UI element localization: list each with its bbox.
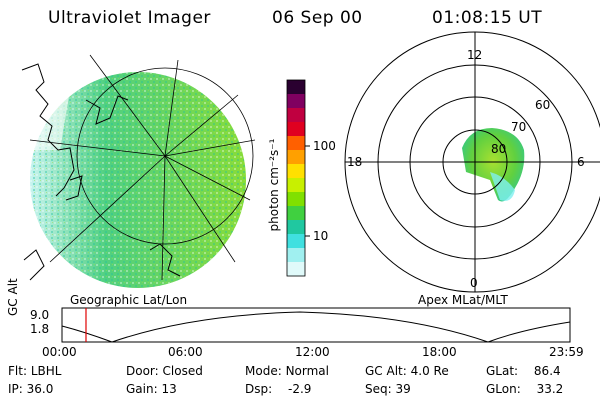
colorbar-cell [287,220,305,235]
colorbar-tick-100: 100 [313,139,336,153]
colorbar-cell [287,150,305,165]
mlat-label-70: 70 [511,120,527,134]
colorbar-cell [287,248,305,263]
colorbar-cell [287,178,305,193]
aurora-emission [462,128,525,202]
colorbar-cell [287,234,305,249]
mlt-label-18: 18 [347,155,363,169]
mlat-label-80: 80 [491,142,507,156]
timeline-ytick-low: 1.8 [30,322,50,336]
timeline-ylabel: GC Alt [6,278,20,316]
colorbar-tick-10: 10 [313,229,329,243]
colorbar-cell [287,80,305,95]
colorbar-cell [287,136,305,151]
colorbar [286,79,310,277]
timeline-xtick-4: 23:59 [549,345,584,359]
polar-caption: Apex MLat/MLT [418,293,508,307]
geo-caption: Geographic Lat/Lon [70,293,188,307]
mlt-label-6: 6 [577,155,585,169]
status-door: Door: Closed [126,364,203,378]
timeline-xtick-0: 00:00 [42,345,77,359]
mlt-label-0: 0 [470,276,478,290]
colorbar-cell [287,262,305,277]
status-dsp: Dsp: -2.9 [245,382,312,396]
mlat-label-60: 60 [535,98,551,112]
colorbar-cell [287,122,305,137]
status-glon: GLon: 33.2 [486,382,564,396]
polar-plot [344,31,600,293]
instrument-title: Ultraviolet Imager [48,8,211,28]
colorbar-cell [287,164,305,179]
colorbar-unit-label: photon cm⁻²s⁻¹ [267,138,281,232]
geo-map [21,54,256,288]
altitude-curve [61,311,571,343]
timeline-xtick-1: 06:00 [168,345,203,359]
status-glat: GLat: 86.4 [486,364,561,378]
status-gc-alt: GC Alt: 4.0 Re [365,364,449,378]
status-ip: IP: 36.0 [8,382,54,396]
mlt-label-12: 12 [467,48,483,62]
time-label: 01:08:15 UT [432,8,543,28]
timeline-ytick-high: 9.0 [30,308,50,322]
colorbar-cell [287,206,305,221]
status-seq: Seq: 39 [365,382,411,396]
colorbar-cell [287,94,305,109]
status-gain: Gain: 13 [126,382,177,396]
colorbar-cell [287,108,305,123]
timeline-xtick-2: 12:00 [295,345,330,359]
timeline-xtick-3: 18:00 [422,345,457,359]
coastline [21,63,181,281]
altitude-timeline [61,307,571,343]
geo-graticule [29,54,256,281]
geo-dark-edge [30,90,70,150]
date-label: 06 Sep 00 [272,8,363,28]
status-mode: Mode: Normal [245,364,329,378]
status-flt: Flt: LBHL [8,364,62,378]
colorbar-cell [287,192,305,207]
